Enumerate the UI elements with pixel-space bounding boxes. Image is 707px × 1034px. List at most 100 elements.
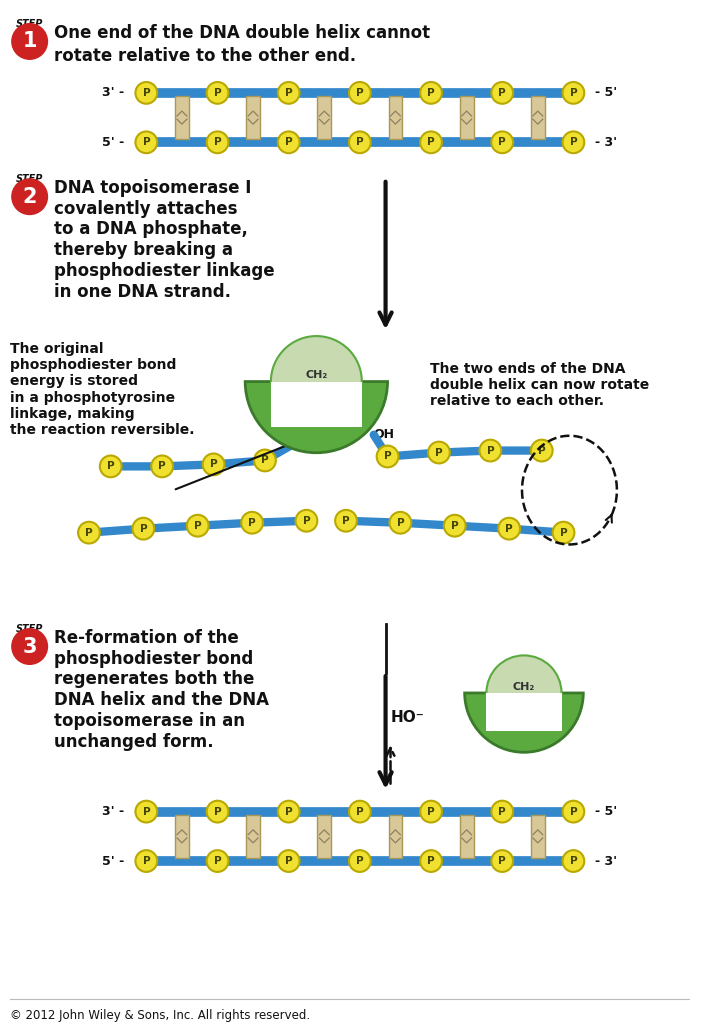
Text: P: P: [285, 138, 293, 147]
Circle shape: [563, 800, 584, 822]
Text: STEP: STEP: [16, 174, 43, 184]
Text: The original
phosphodiester bond
energy is stored
in a phosphotyrosine
linkage, : The original phosphodiester bond energy …: [10, 342, 194, 437]
Bar: [460, 815, 474, 858]
Text: i: i: [493, 651, 498, 657]
Circle shape: [491, 82, 513, 103]
Circle shape: [12, 629, 47, 664]
Text: 1: 1: [23, 31, 37, 52]
Circle shape: [206, 800, 228, 822]
Circle shape: [420, 82, 442, 103]
Text: P: P: [261, 455, 269, 465]
Text: r: r: [538, 644, 542, 650]
Text: P: P: [451, 521, 459, 530]
Text: 5' -: 5' -: [103, 854, 124, 868]
Text: P: P: [214, 138, 221, 147]
Text: P: P: [356, 856, 363, 866]
Circle shape: [486, 656, 561, 731]
Text: STEP: STEP: [16, 624, 43, 634]
Polygon shape: [504, 698, 544, 719]
Circle shape: [78, 522, 100, 544]
Bar: [317, 815, 331, 858]
Text: T: T: [474, 682, 479, 687]
Text: a: a: [341, 326, 351, 337]
Text: One end of the DNA double helix cannot: One end of the DNA double helix cannot: [54, 24, 431, 41]
Bar: [175, 96, 189, 140]
Circle shape: [203, 454, 224, 476]
Text: P: P: [397, 518, 404, 527]
Circle shape: [206, 850, 228, 872]
Polygon shape: [291, 387, 342, 415]
Text: - 5': - 5': [595, 87, 617, 99]
Text: P: P: [342, 516, 350, 525]
Text: P: P: [384, 452, 392, 461]
Text: P: P: [214, 88, 221, 98]
Bar: [486, 693, 561, 731]
Text: P: P: [143, 807, 150, 817]
Circle shape: [563, 131, 584, 153]
Circle shape: [278, 131, 300, 153]
Text: P: P: [312, 426, 320, 435]
Text: 5' -: 5' -: [103, 135, 124, 149]
Circle shape: [377, 446, 399, 467]
Text: p: p: [479, 664, 486, 670]
Text: P: P: [214, 856, 221, 866]
Text: P: P: [486, 446, 494, 456]
Text: P: P: [570, 856, 577, 866]
Bar: [175, 815, 189, 858]
Text: P: P: [427, 856, 435, 866]
Text: HO⁻: HO⁻: [390, 710, 424, 725]
Wedge shape: [245, 382, 387, 453]
Text: o: o: [269, 337, 279, 346]
Text: a: a: [546, 648, 551, 655]
Text: e: e: [322, 320, 328, 329]
Text: T: T: [254, 368, 264, 375]
Text: P: P: [538, 446, 546, 456]
Text: CH₂: CH₂: [305, 370, 327, 379]
Text: P: P: [158, 461, 166, 472]
Circle shape: [206, 82, 228, 103]
Text: 3: 3: [23, 637, 37, 657]
Circle shape: [151, 456, 173, 478]
Text: m: m: [310, 318, 318, 328]
Text: P: P: [85, 527, 93, 538]
Circle shape: [271, 336, 362, 427]
Text: CH₂: CH₂: [513, 682, 535, 693]
Text: 3' -: 3' -: [103, 87, 124, 99]
Wedge shape: [464, 693, 583, 753]
Text: P: P: [427, 138, 435, 147]
Circle shape: [136, 131, 157, 153]
Circle shape: [553, 522, 574, 544]
Circle shape: [136, 850, 157, 872]
Circle shape: [349, 850, 370, 872]
Circle shape: [444, 515, 466, 537]
Text: 3' -: 3' -: [103, 805, 124, 818]
Text: - 5': - 5': [595, 805, 617, 818]
Text: P: P: [427, 807, 435, 817]
Text: © 2012 John Wiley & Sons, Inc. All rights reserved.: © 2012 John Wiley & Sons, Inc. All right…: [10, 1009, 310, 1023]
Bar: [271, 382, 362, 427]
Text: P: P: [143, 88, 150, 98]
Text: P: P: [427, 88, 435, 98]
Text: P: P: [107, 461, 115, 472]
Circle shape: [12, 179, 47, 214]
Circle shape: [100, 456, 122, 478]
Text: e: e: [559, 661, 566, 667]
Circle shape: [420, 131, 442, 153]
Circle shape: [305, 420, 327, 442]
Bar: [531, 96, 544, 140]
Text: s: s: [553, 653, 559, 660]
Text: P: P: [570, 138, 577, 147]
Circle shape: [420, 850, 442, 872]
Text: o: o: [257, 357, 267, 365]
Text: s: s: [501, 646, 506, 652]
Text: P: P: [285, 88, 293, 98]
Circle shape: [491, 850, 513, 872]
Circle shape: [241, 512, 263, 534]
Text: P: P: [498, 138, 506, 147]
Circle shape: [136, 82, 157, 103]
Text: P: P: [303, 516, 310, 525]
Text: e: e: [358, 341, 368, 352]
Text: o: o: [476, 673, 482, 678]
Text: P: P: [498, 807, 506, 817]
Circle shape: [563, 850, 584, 872]
